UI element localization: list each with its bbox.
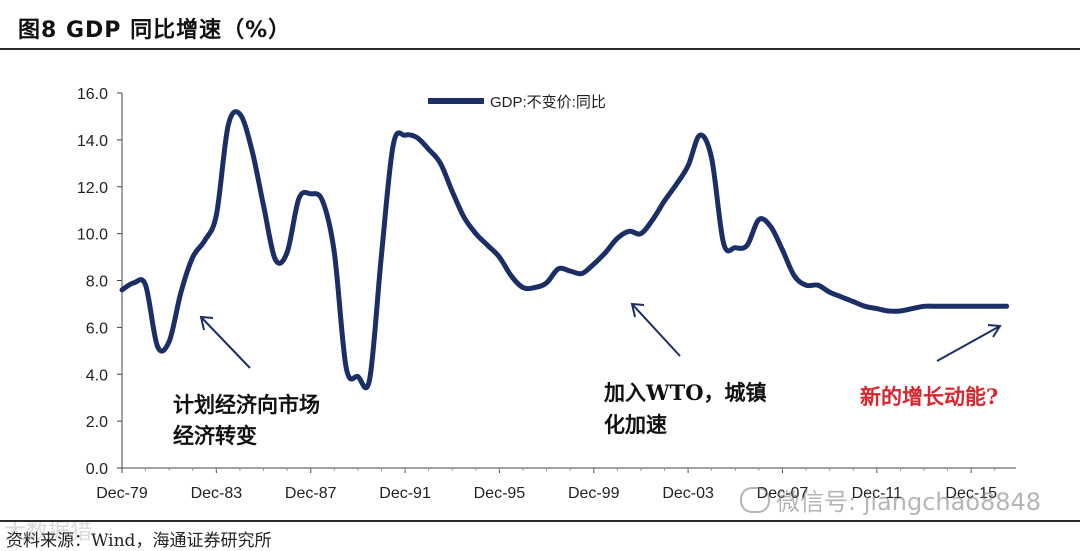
- x-tick-label: Dec-99: [568, 485, 620, 502]
- y-tick-label: 14.0: [77, 133, 108, 150]
- y-tick-label: 10.0: [77, 227, 108, 244]
- bottom-rule: [0, 520, 1080, 522]
- figure-title: 图8 GDP 同比增速（%）: [18, 18, 292, 43]
- annotation-1-line-2: 经济转变: [173, 423, 257, 448]
- y-tick-label: 16.0: [77, 86, 108, 103]
- annotation-2-line-1: 加入WTO，城镇: [603, 380, 767, 405]
- annotation-planned-to-market: 计划经济向市场 经济转变: [173, 315, 320, 448]
- x-tick-label: Dec-87: [285, 485, 337, 502]
- watermark-right-text: 微信号: jiangchao8848: [776, 488, 1042, 516]
- y-tick-label: 6.0: [86, 320, 108, 337]
- y-tick-label: 2.0: [86, 414, 108, 431]
- x-tick-label: Dec-11: [852, 485, 902, 502]
- x-tick-label: Dec-79: [96, 485, 148, 502]
- arrow-3-icon: [936, 324, 1002, 362]
- x-tick-label: Dec-03: [662, 485, 714, 502]
- x-tick-label: Dec-83: [191, 485, 243, 502]
- arrow-2-icon: [630, 302, 681, 357]
- annotation-new-growth: 新的增长动能?: [860, 324, 1002, 409]
- legend: GDP:不变价:同比: [428, 94, 606, 111]
- y-tick-labels: 0.0 2.0 4.0 6.0 8.0 10.0 12.0 14.0 16.0: [77, 86, 108, 478]
- arrow-1-icon: [199, 315, 251, 369]
- y-tick-label: 4.0: [86, 367, 108, 384]
- annotation-wto: 加入WTO，城镇 化加速: [603, 302, 767, 437]
- top-rule: [0, 48, 1080, 50]
- watermark-left: 大数据猎: [4, 520, 93, 545]
- y-tick-label: 12.0: [77, 180, 108, 197]
- x-tick-labels: Dec-79 Dec-83 Dec-87 Dec-91 Dec-95 Dec-99 Dec-…: [96, 485, 997, 502]
- gdp-series-line: [119, 109, 1010, 391]
- x-tick-label: Dec-91: [379, 485, 431, 502]
- y-tick-label: 8.0: [86, 274, 108, 291]
- y-tick-label: 0.0: [86, 461, 108, 478]
- wechat-icon: [740, 486, 770, 513]
- legend-label: GDP:不变价:同比: [490, 94, 606, 111]
- x-tick-label: Dec-15: [945, 485, 997, 502]
- x-tick-label: Dec-95: [474, 485, 526, 502]
- axes-layer: [117, 92, 1016, 473]
- watermark-right: 微信号: jiangchao8848: [740, 482, 1041, 517]
- source-note: 资料来源：Wind，海通证券研究所: [6, 531, 272, 551]
- annotation-3-line-1: 新的增长动能?: [860, 384, 998, 409]
- gdp-chart: 0.02.04.06.08.010.012.014.016.0 Dec-79 De…: [77, 86, 1016, 502]
- annotation-1-line-1: 计划经济向市场: [173, 392, 320, 417]
- annotation-2-line-2: 化加速: [604, 412, 667, 437]
